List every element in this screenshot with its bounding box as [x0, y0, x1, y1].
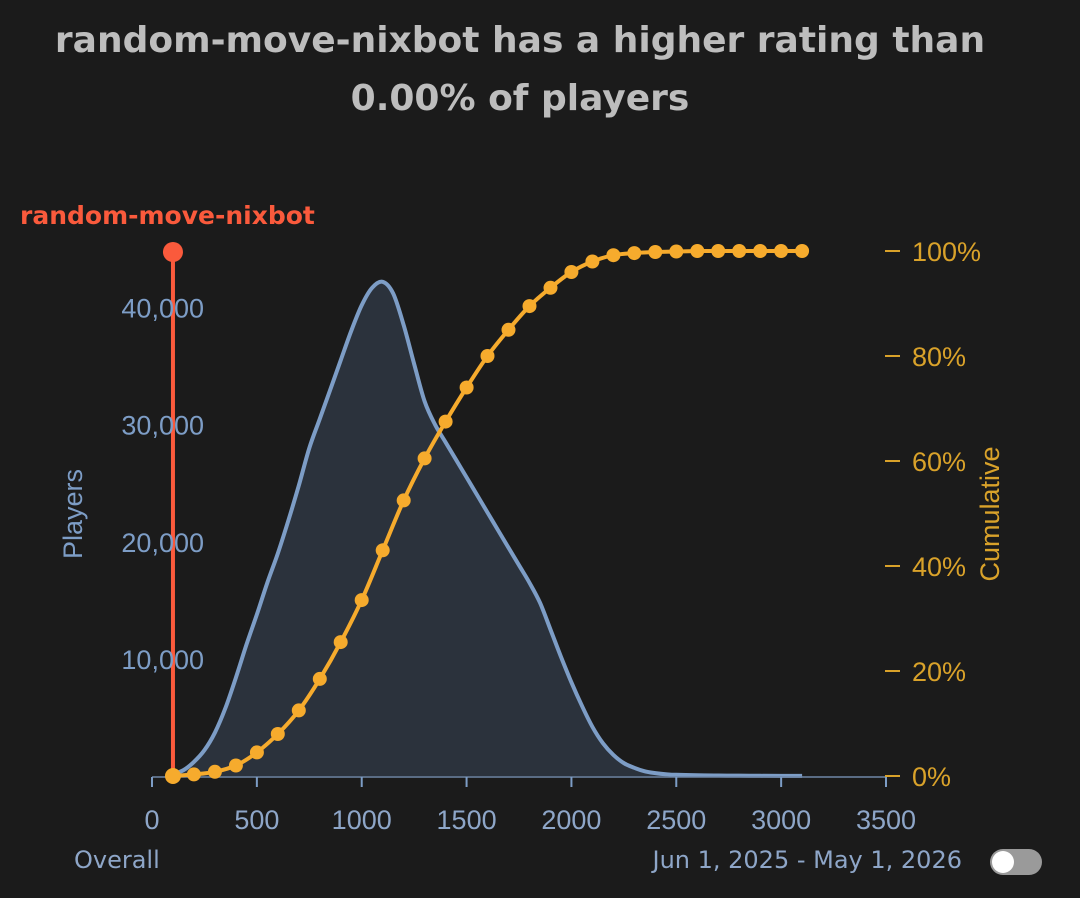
cumulative-point[interactable]	[480, 349, 495, 363]
marker-layer: random-move-nixbot	[20, 201, 315, 776]
cumulative-point[interactable]	[585, 254, 600, 269]
chart-title: random-move-nixbot has a higher rating t…	[0, 12, 1040, 128]
cumulative-point[interactable]	[291, 703, 306, 718]
player-cumulative-point	[164, 768, 181, 784]
x-tick-label: 2000	[541, 805, 601, 835]
cumulative-point[interactable]	[732, 244, 747, 258]
y-tick-label: 10,000	[121, 645, 204, 675]
y2-tick-label: 0%	[912, 762, 951, 792]
y2-tick-label: 20%	[912, 657, 966, 687]
player-marker-dot	[162, 242, 183, 262]
cumulative-point[interactable]	[501, 322, 516, 337]
cumulative-point[interactable]	[564, 265, 579, 279]
x-tick-label: 1000	[332, 805, 392, 835]
cumulative-point[interactable]	[417, 451, 432, 466]
cumulative-point[interactable]	[312, 671, 327, 686]
cumulative-point[interactable]	[753, 244, 768, 258]
y2-axis-title: Cumulative	[975, 446, 1005, 581]
cumulative-point[interactable]	[396, 493, 411, 508]
cumulative-point[interactable]	[795, 244, 810, 258]
y-axis-title: Players	[58, 469, 88, 559]
cumulative-point[interactable]	[627, 246, 642, 261]
cumulative-point[interactable]	[522, 299, 537, 314]
y2-tick-label: 40%	[912, 552, 966, 582]
x-tick-label: 500	[234, 805, 279, 835]
y2-tick-label: 60%	[912, 447, 966, 477]
y-tick-label: 30,000	[121, 411, 204, 441]
x-tick-label: 1500	[437, 805, 497, 835]
cumulative-point[interactable]	[543, 280, 558, 295]
cumulative-layer	[164, 244, 810, 784]
cumulative-point[interactable]	[249, 745, 264, 760]
players-area-layer	[172, 279, 803, 778]
date-range-label: Jun 1, 2025 - May 1, 2026	[652, 846, 962, 874]
cumulative-point[interactable]	[606, 248, 621, 263]
cumulative-point[interactable]	[228, 758, 243, 773]
cumulative-point[interactable]	[354, 593, 369, 608]
cumulative-point[interactable]	[690, 244, 705, 258]
date-range-toggle[interactable]	[990, 849, 1042, 875]
y2-tick-label: 80%	[912, 342, 966, 372]
player-marker-label: random-move-nixbot	[20, 201, 315, 230]
cumulative-point[interactable]	[774, 244, 789, 258]
y2-tick-label: 100%	[912, 237, 981, 267]
cumulative-point[interactable]	[669, 244, 684, 259]
x-tick-label: 3500	[856, 805, 916, 835]
cumulative-point[interactable]	[186, 767, 201, 782]
cumulative-point[interactable]	[207, 764, 222, 779]
players-area-fill	[173, 281, 803, 776]
chart-title-line-1: random-move-nixbot has a higher rating t…	[54, 20, 986, 61]
cumulative-point[interactable]	[459, 380, 474, 395]
cumulative-point[interactable]	[270, 727, 285, 741]
axis-labels-layer: 0 500 1000 1500 2000 2500 3000 3500 10,000 20,000…	[58, 237, 1005, 835]
scope-label: Overall	[74, 846, 160, 874]
cumulative-point[interactable]	[375, 543, 390, 558]
players-series-line	[172, 279, 803, 778]
x-tick-label: 3000	[751, 805, 811, 835]
cumulative-point[interactable]	[333, 635, 348, 650]
axes-layer	[151, 250, 900, 787]
x-tick-label: 0	[144, 805, 159, 835]
y-tick-label: 20,000	[121, 528, 204, 558]
cumulative-point[interactable]	[711, 244, 726, 258]
y-tick-label: 40,000	[121, 294, 204, 324]
toggle-knob	[992, 851, 1014, 873]
x-tick-label: 2500	[646, 805, 706, 835]
cumulative-point[interactable]	[438, 414, 453, 429]
chart-title-line-2: 0.00% of players	[350, 78, 690, 119]
cumulative-point[interactable]	[648, 245, 663, 259]
